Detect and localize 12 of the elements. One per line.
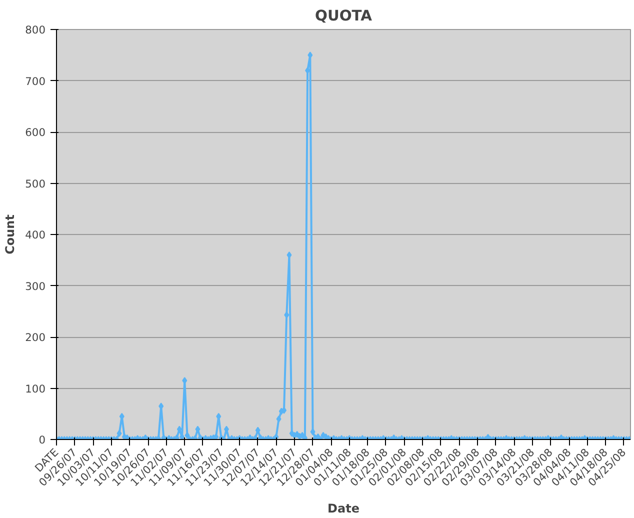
y-tick-label: 300 xyxy=(25,280,46,293)
y-tick-label: 400 xyxy=(25,228,46,242)
y-tick-label: 0 xyxy=(38,434,46,446)
y-tick-label: 200 xyxy=(25,331,46,344)
y-tick-label: 100 xyxy=(25,382,46,396)
y-axis-title: Count xyxy=(3,214,18,254)
y-tick-label: 700 xyxy=(25,74,46,88)
chart-title: QUOTA xyxy=(314,8,373,24)
y-tick-label: 800 xyxy=(25,24,46,36)
y-tick-label: 500 xyxy=(25,177,46,190)
x-axis-title: Date xyxy=(328,502,360,516)
y-tick-label: 600 xyxy=(25,126,46,139)
